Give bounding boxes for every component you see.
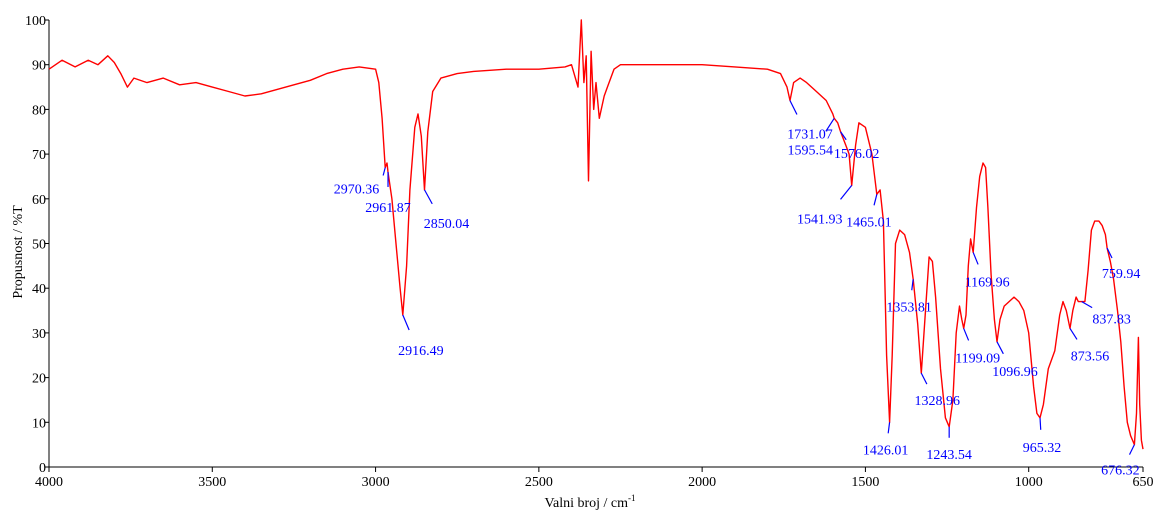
y-tick-label: 0 (39, 461, 46, 476)
peak-label: 837.83 (1092, 313, 1131, 328)
y-tick-label: 10 (32, 416, 46, 431)
peak-leader-line (1069, 328, 1078, 340)
peak-label: 1096.96 (992, 365, 1038, 380)
peak-label: 759.94 (1102, 267, 1141, 282)
peak-leader-line (1128, 444, 1135, 455)
y-tick-label: 90 (32, 59, 46, 74)
peak-leader-line (911, 279, 914, 291)
x-tick-label: 650 (1133, 475, 1154, 490)
peak-leader-line (840, 131, 847, 141)
y-tick-label: 40 (32, 282, 46, 297)
axis-ticks: 4000 3500 3000 2500 2000 1500 1000 650 0 10 20 30 40… (25, 14, 1154, 490)
peak-leader-line (1081, 301, 1093, 309)
peak-leader-line (963, 328, 970, 341)
y-tick-label: 80 (32, 103, 46, 118)
peak-annotations: 2970.36 2961.87 2850.04 2916.49 1731.071595.… (334, 100, 1141, 479)
y-axis-title: Propusnost / %T (11, 205, 26, 299)
peak-leader-line (825, 118, 835, 132)
y-tick-label: 30 (32, 327, 46, 342)
x-tick-label: 3500 (198, 475, 226, 490)
x-tick-label: 2500 (525, 475, 553, 490)
peak-leader-line (789, 100, 798, 115)
x-tick-label: 1500 (851, 475, 879, 490)
peak-label: 2970.36 (334, 183, 380, 198)
y-tick-label: 50 (32, 238, 46, 253)
peak-leader-line (972, 252, 979, 265)
peak-label: 1731.07 (787, 127, 833, 142)
peak-label: 1426.01 (863, 443, 909, 458)
y-tick-label: 60 (32, 193, 46, 208)
peak-label: 873.56 (1071, 349, 1110, 364)
peak-label: 2916.49 (398, 344, 444, 359)
peak-leader-line (424, 189, 433, 205)
y-tick-label: 100 (25, 14, 46, 29)
x-tick-label: 3000 (362, 475, 390, 490)
peak-label: 2850.04 (424, 217, 470, 232)
peak-label: 1328.96 (915, 394, 961, 409)
peak-label: 1243.54 (926, 448, 972, 463)
peak-leader-line (840, 185, 853, 200)
y-tick-label: 20 (32, 372, 46, 387)
peak-label: 1169.96 (965, 275, 1010, 290)
peak-label: 1465.01 (846, 215, 892, 230)
peak-leader-line (920, 372, 928, 385)
x-tick-label: 4000 (35, 475, 63, 490)
transmittance-series-line (48, 19, 1144, 450)
peak-label: 1576.02 (834, 147, 880, 162)
peak-label: 1595.54 (787, 143, 833, 158)
x-tick-label: 1000 (1015, 475, 1043, 490)
peak-leader-line (887, 422, 891, 434)
peak-label: 965.32 (1023, 441, 1062, 456)
peak-label: 2961.87 (365, 201, 411, 216)
peak-leader-line (873, 194, 878, 206)
peak-leader-line (402, 314, 410, 331)
peak-leader-line (1039, 417, 1042, 430)
x-axis-title: Valni broj / cm-1 (544, 493, 635, 511)
peak-leader-line (996, 341, 1004, 355)
peak-label: 1541.93 (797, 212, 843, 227)
peak-leader-line (1106, 247, 1113, 259)
peak-label: 1353.81 (886, 300, 932, 315)
y-tick-label: 70 (32, 148, 46, 163)
series-layer (48, 19, 1144, 450)
peak-label: 676.32 (1101, 464, 1140, 479)
x-tick-label: 2000 (688, 475, 716, 490)
peak-leader-line (382, 167, 386, 176)
peak-label: 1199.09 (955, 351, 1000, 366)
